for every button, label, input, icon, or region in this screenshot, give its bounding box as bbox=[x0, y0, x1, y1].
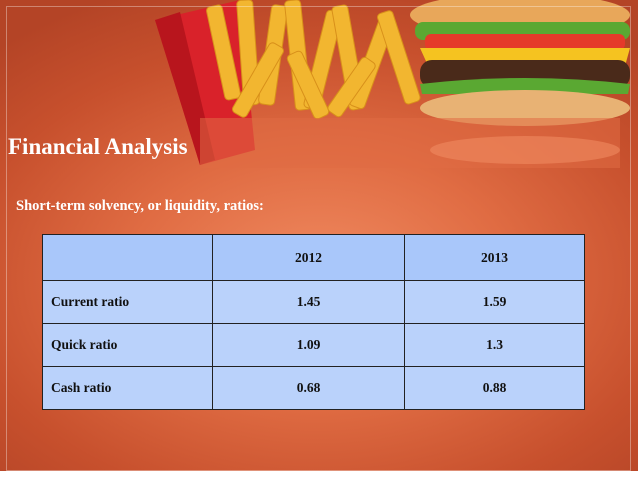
table-header-cell bbox=[42, 234, 213, 281]
value-2012: 1.09 bbox=[212, 323, 405, 367]
table-row: Cash ratio 0.68 0.88 bbox=[42, 366, 585, 410]
value-2012: 1.45 bbox=[212, 280, 405, 324]
table-row: Current ratio 1.45 1.59 bbox=[42, 280, 585, 324]
slide-subtitle: Short-term solvency, or liquidity, ratio… bbox=[16, 198, 264, 214]
row-label: Current ratio bbox=[42, 280, 213, 324]
value-2013: 1.59 bbox=[404, 280, 585, 324]
slide-title: Financial Analysis bbox=[8, 134, 188, 159]
liquidity-ratios-table: 2012 2013 Current ratio 1.45 1.59 Quick … bbox=[42, 234, 585, 410]
value-2012: 0.68 bbox=[212, 366, 405, 410]
table-header-cell: 2013 bbox=[404, 234, 585, 281]
value-2013: 1.3 bbox=[404, 323, 585, 367]
table-header-cell: 2012 bbox=[212, 234, 405, 281]
row-label: Quick ratio bbox=[42, 323, 213, 367]
table-header-row: 2012 2013 bbox=[42, 234, 585, 281]
table-row: Quick ratio 1.09 1.3 bbox=[42, 323, 585, 367]
slide-frame bbox=[6, 6, 631, 471]
fries-and-burger-image bbox=[155, 0, 630, 168]
bottom-margin bbox=[0, 471, 638, 479]
value-2013: 0.88 bbox=[404, 366, 585, 410]
